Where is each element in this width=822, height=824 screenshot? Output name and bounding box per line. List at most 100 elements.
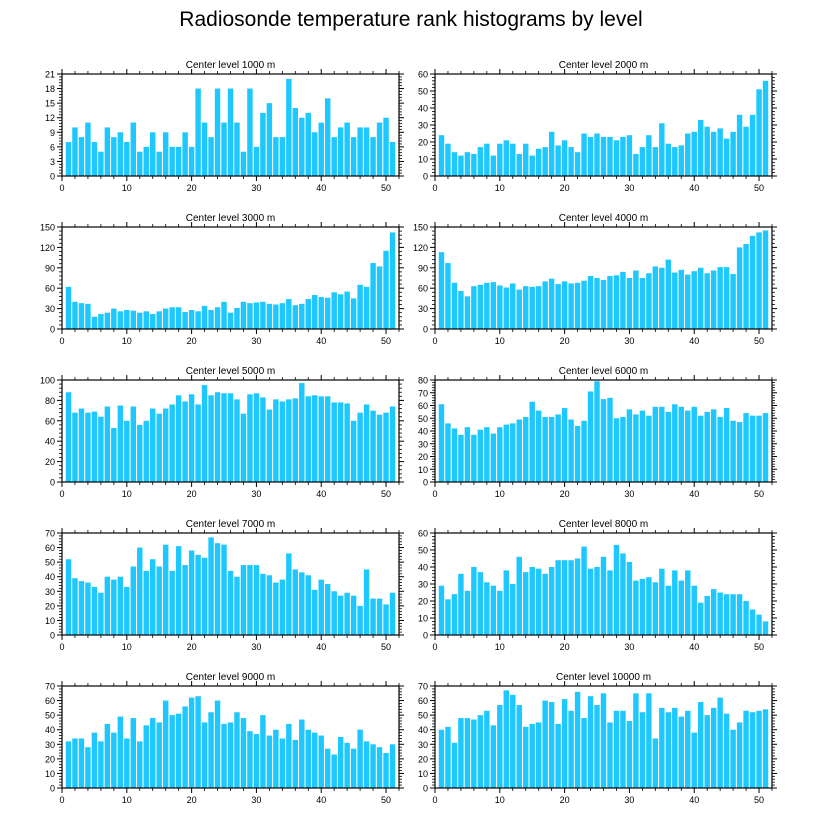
x-tick-label: 50 [381,795,391,805]
bar [175,395,182,482]
bar [117,716,124,788]
bar [659,123,665,176]
bar [221,544,227,635]
bar [445,143,451,176]
bar [376,598,383,635]
y-tick-label: 0 [423,325,428,335]
bar [646,577,652,635]
bar [260,397,266,482]
bar [529,286,535,329]
bar [749,114,756,176]
bar [182,565,188,635]
bar [279,401,286,482]
bar [143,311,149,329]
bar [175,146,182,176]
bar [620,710,626,788]
bar [704,411,710,483]
x-tick-label: 0 [432,795,437,805]
bar [743,244,749,329]
bar [510,694,516,788]
bar [626,720,633,788]
bar [678,580,684,635]
bar [542,700,548,788]
bar [542,573,548,635]
bar [266,303,273,329]
panel-title: Center level 4000 m [559,213,649,224]
bar [137,741,143,788]
bar [370,598,376,635]
bar [130,122,137,176]
bar [156,311,162,329]
bar [117,311,124,329]
bar [736,594,743,635]
bar [710,409,717,482]
bar [104,312,111,329]
bar [286,78,292,176]
y-tick-label: 40 [418,725,428,735]
bar [704,715,710,788]
bar [626,135,633,176]
bar [477,147,484,176]
bar [299,719,305,788]
bar [383,604,389,635]
bar [156,722,162,788]
bar [188,309,195,329]
y-tick-label: 10 [45,769,55,779]
bar [376,122,383,176]
bar [600,280,607,329]
bar [65,142,72,176]
panel-title: Center level 3000 m [186,213,276,224]
bar [344,742,350,788]
bar [697,415,704,482]
bar [516,289,522,329]
y-tick-label: 70 [45,529,55,539]
bar [124,309,130,329]
bar [503,424,510,483]
bar [279,137,286,176]
bar [137,547,143,635]
bar [208,712,214,788]
y-tick-label: 40 [418,427,428,437]
bar [130,406,137,482]
bar [312,295,318,329]
bar [762,621,769,635]
bar [730,273,736,329]
bar [98,416,104,482]
bar [65,286,72,329]
bar [445,263,451,329]
bar [691,131,697,176]
x-tick-label: 40 [689,489,699,499]
bar [318,735,324,788]
bar [529,155,535,176]
bar [383,412,389,482]
bar [497,590,503,635]
bar [370,263,376,329]
bar [266,409,273,482]
bar [484,710,490,788]
bar [613,710,620,788]
y-tick-label: 60 [418,284,428,294]
bar [111,579,117,635]
bar [182,132,188,176]
x-tick-label: 30 [624,642,634,652]
bar [704,595,710,635]
bar [98,592,104,635]
bar [273,137,279,176]
y-tick-label: 60 [45,284,55,294]
x-tick-label: 50 [754,336,764,346]
bar [756,415,762,482]
bar [104,127,111,176]
bar [214,392,221,482]
y-tick-label: 0 [50,172,55,182]
bar [464,718,471,788]
y-tick-label: 40 [45,437,55,447]
bar [749,235,756,329]
x-tick-label: 50 [754,642,764,652]
bar [672,404,678,482]
bar [762,230,769,329]
bar [542,147,548,176]
bar [150,132,156,176]
bar [344,403,350,482]
y-tick-label: 20 [45,601,55,611]
bar [299,572,305,635]
